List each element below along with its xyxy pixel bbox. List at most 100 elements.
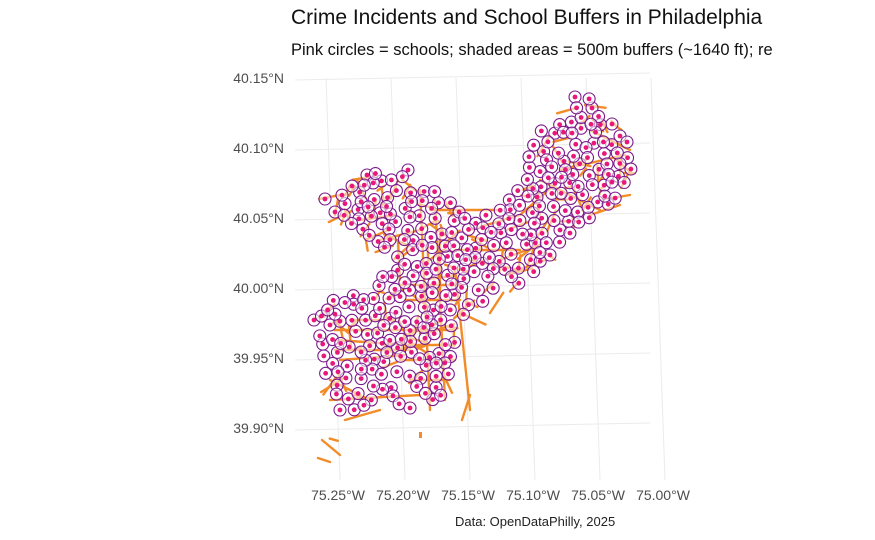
school-point [394, 369, 400, 375]
school-point [471, 269, 477, 275]
school-point [506, 216, 512, 222]
school-point [596, 166, 602, 172]
school-point [337, 407, 343, 413]
school-point [609, 142, 615, 148]
school-point [486, 255, 492, 261]
school-point [357, 189, 363, 195]
school-point [502, 266, 508, 272]
school-point [429, 205, 435, 211]
school-point [355, 391, 361, 396]
crime-incident-cluster [316, 456, 332, 464]
school-point [575, 184, 581, 189]
school-point [424, 314, 430, 320]
school-point [429, 290, 435, 296]
school-point [475, 287, 481, 293]
school-point [544, 157, 549, 163]
school-point [345, 396, 351, 402]
school-point [448, 323, 454, 329]
gridline-lat [294, 72, 651, 81]
school-point [351, 407, 357, 413]
school-point [531, 269, 537, 275]
school-point [389, 274, 395, 279]
school-point [625, 155, 630, 161]
school-point [393, 325, 398, 330]
gridline-lon [390, 77, 406, 481]
school-point [410, 247, 416, 253]
school-point [447, 307, 453, 313]
school-point [422, 335, 428, 341]
school-point [377, 210, 383, 216]
crime-incident-cluster [320, 438, 342, 457]
school-point [551, 204, 556, 209]
school-point [451, 243, 457, 249]
school-point [461, 276, 467, 282]
school-point [556, 150, 561, 156]
x-tick-label: 75.05°W [571, 487, 626, 503]
school-point [367, 343, 373, 349]
school-point [399, 174, 405, 180]
school-point [531, 142, 537, 148]
school-point [537, 203, 542, 209]
school-point [563, 167, 568, 173]
school-point [567, 180, 573, 186]
school-point [431, 331, 437, 337]
school-point [351, 301, 357, 307]
school-point [588, 121, 594, 127]
school-point [547, 252, 553, 258]
school-point [432, 215, 438, 221]
school-point [473, 245, 479, 251]
school-point [574, 105, 579, 111]
y-tick-label: 39.90°N [233, 420, 284, 436]
school-point [325, 307, 330, 313]
crime-incident-cluster [343, 408, 382, 422]
school-point [557, 227, 563, 233]
school-point [438, 392, 444, 398]
school-point [459, 235, 465, 241]
school-point [410, 273, 416, 279]
school-point [528, 232, 534, 238]
school-point [335, 369, 341, 375]
school-point [388, 211, 393, 217]
school-point [537, 258, 543, 264]
school-point [604, 161, 610, 167]
school-point [624, 139, 630, 145]
school-point [525, 177, 530, 182]
school-point [407, 328, 413, 333]
school-point [445, 253, 450, 259]
school-point [341, 212, 347, 218]
school-point [552, 130, 558, 136]
school-point [628, 166, 634, 172]
school-point [395, 267, 401, 273]
school-point [421, 325, 427, 330]
school-point [589, 182, 595, 188]
school-point [609, 121, 615, 127]
school-point [332, 311, 338, 317]
school-point [384, 204, 389, 209]
school-point [527, 164, 532, 170]
y-tick-label: 40.00°N [233, 280, 284, 296]
school-point [398, 353, 404, 359]
school-point [346, 344, 352, 350]
school-point [395, 254, 401, 260]
school-point [338, 341, 344, 346]
school-point [569, 130, 575, 136]
school-point [393, 309, 399, 315]
school-point [381, 322, 387, 328]
school-point [408, 339, 413, 344]
school-point [551, 218, 557, 223]
school-point [572, 94, 578, 100]
school-point [455, 253, 461, 258]
x-axis-labels: 75.25°W 75.20°W 75.15°W 75.10°W 75.05°W 75.00… [311, 487, 691, 503]
school-point [406, 304, 412, 310]
chart-subtitle: Pink circles = schools; shaded areas = 5… [291, 41, 773, 59]
school-point [379, 221, 385, 227]
school-point [343, 375, 349, 381]
school-point [520, 231, 525, 237]
school-point [606, 171, 611, 177]
school-point [525, 193, 531, 199]
school-point [414, 384, 420, 389]
school-point [609, 179, 615, 185]
gridline-lon [650, 77, 666, 481]
school-point [561, 129, 566, 135]
